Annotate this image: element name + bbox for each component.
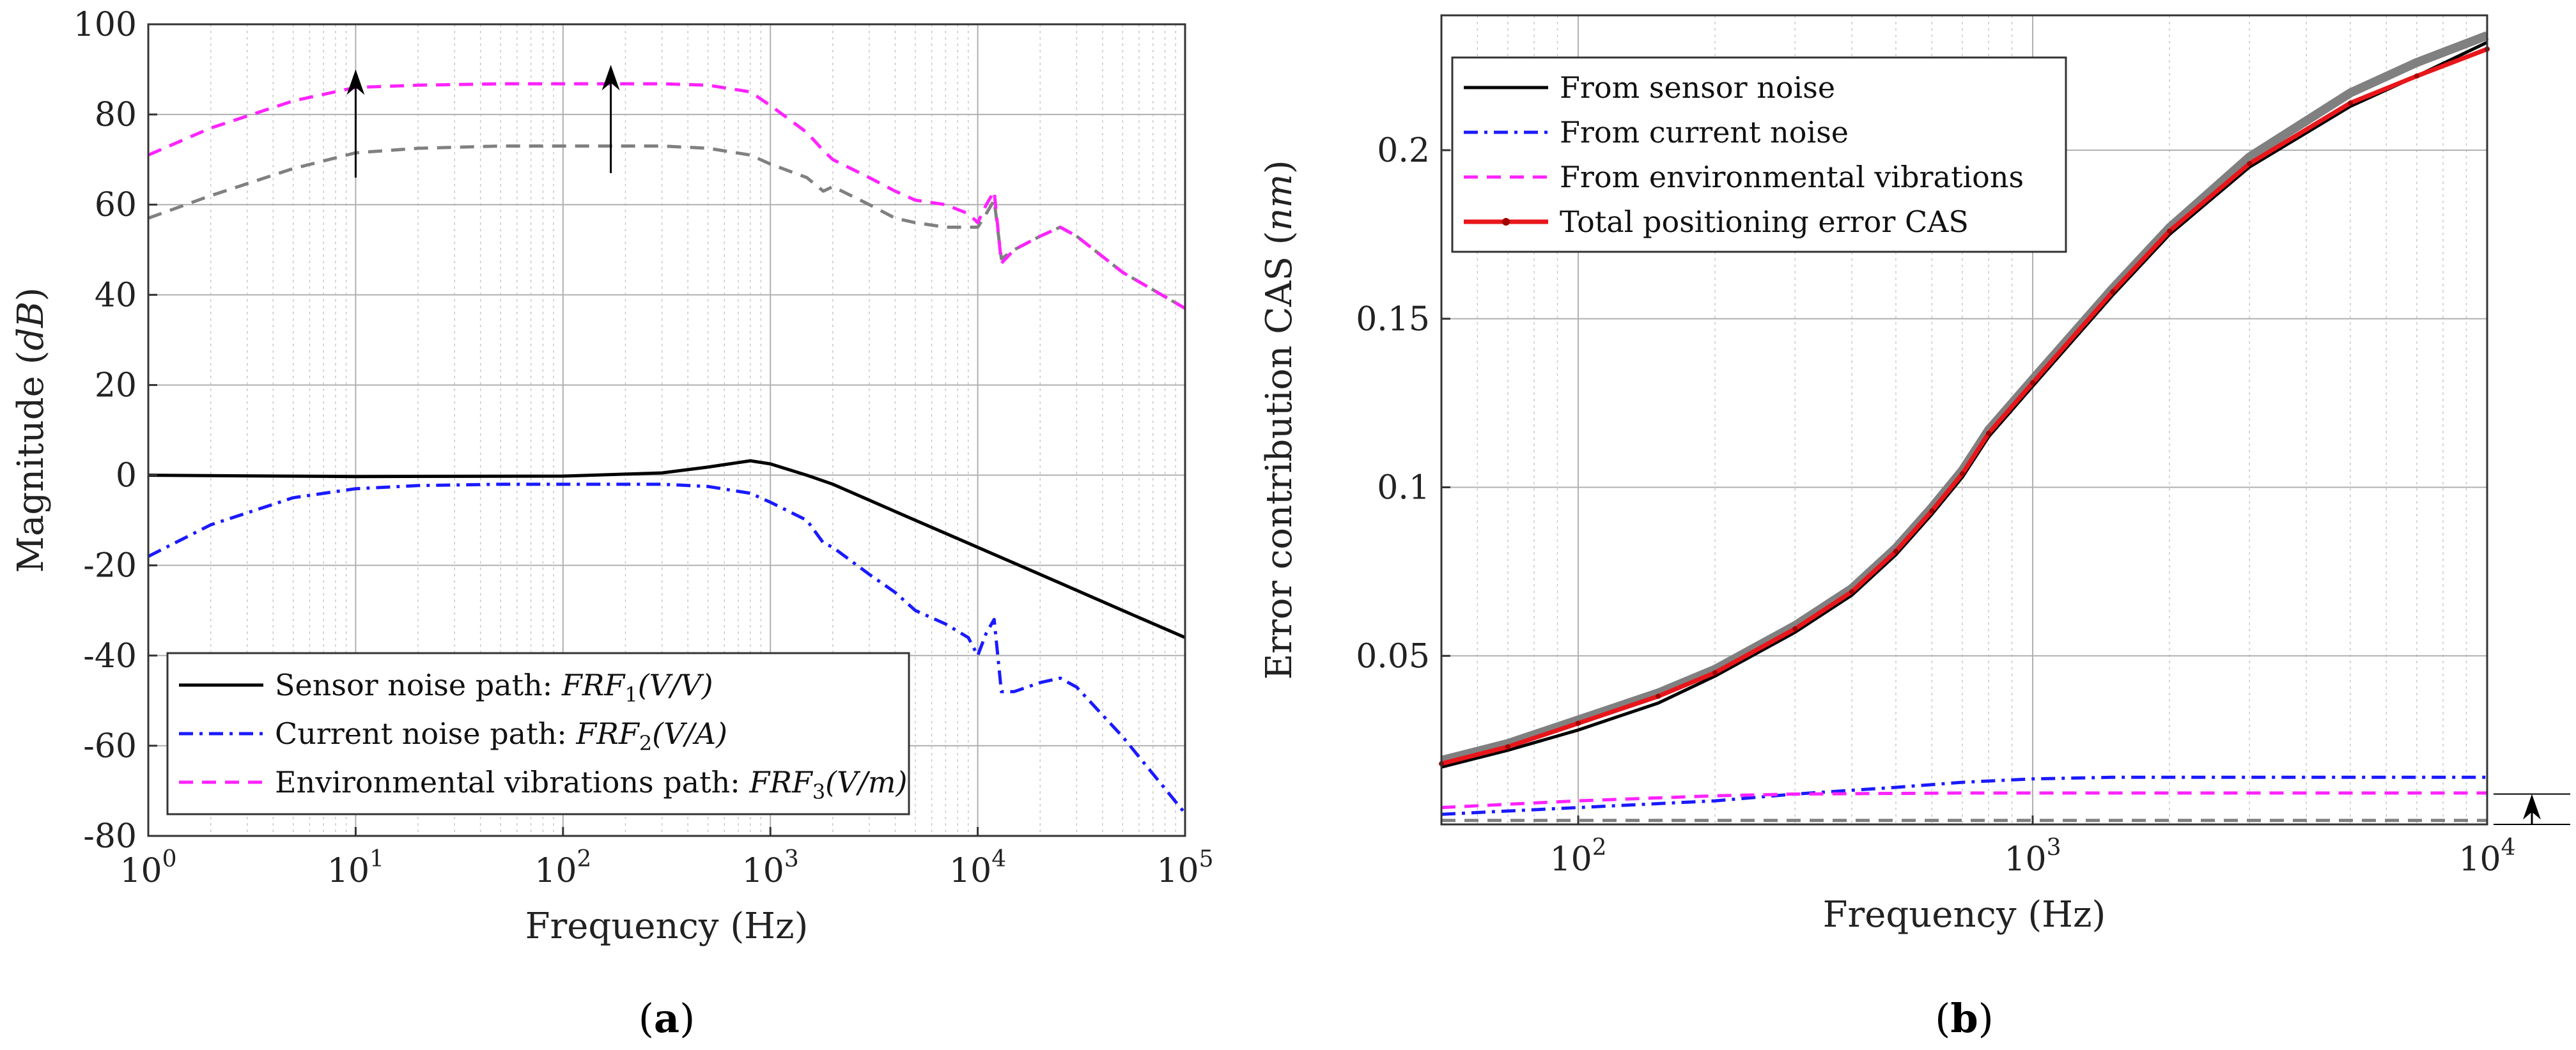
series-point xyxy=(2347,100,2353,106)
series-point xyxy=(1576,720,1581,726)
series-point xyxy=(1929,508,1935,514)
legend-box xyxy=(1451,56,2067,253)
x-tick-label: 103 xyxy=(742,846,799,890)
series-point xyxy=(1505,744,1510,750)
y-tick-label: 0.2 xyxy=(1377,132,1430,170)
legend-label: Total positioning error CAS xyxy=(1560,205,1969,239)
x-tick-label: 101 xyxy=(327,846,384,890)
y-tick-label: 0.05 xyxy=(1356,637,1430,676)
y-tick-label: -20 xyxy=(83,547,137,585)
legend: From sensor noise From current noise From … xyxy=(1451,56,2067,253)
y-tick-label: 20 xyxy=(95,366,137,405)
series-line xyxy=(148,82,1186,310)
grid xyxy=(1441,15,2487,824)
x-axis-label: Frequency (Hz) xyxy=(1823,894,2106,936)
series-line xyxy=(1441,775,2487,816)
y-tick-label: 100 xyxy=(74,6,137,44)
y-axis-label: Error contribution CAS (nm) xyxy=(1259,160,1300,679)
series-point xyxy=(1893,548,1898,554)
x-tick-label: 103 xyxy=(2004,835,2061,879)
axes-frame xyxy=(147,23,1186,837)
series-point xyxy=(2110,289,2116,295)
annotation-arrow-head xyxy=(601,65,620,91)
panel-b: 0.05 0.1 0.15 0.2 102 103 104 Frequency (Hz) Err… xyxy=(1259,14,2570,1042)
y-axis-label: Magnitude (dB) xyxy=(10,288,52,573)
x-axis-label: Frequency (Hz) xyxy=(525,906,809,947)
series-point xyxy=(1959,471,1965,477)
x-tick-label: 105 xyxy=(1156,846,1213,890)
x-tick-label: 102 xyxy=(534,846,591,890)
series-point xyxy=(2030,380,2036,385)
series-line xyxy=(148,459,1186,639)
y-tick-label: 0.15 xyxy=(1356,300,1430,339)
x-tick-label: 104 xyxy=(2458,835,2515,879)
y-tick-label: -80 xyxy=(83,817,137,856)
series-point xyxy=(2167,228,2173,234)
panel-a: -80 -60 -40 -20 0 20 40 60 80 100 100 101 102 103 104 1… xyxy=(10,6,1214,1042)
series-line xyxy=(1441,791,2487,810)
y-tick-label: 80 xyxy=(95,96,137,134)
x-tick-label: 104 xyxy=(949,846,1006,890)
y-tick-label: 0.1 xyxy=(1377,469,1430,507)
series-point xyxy=(1792,626,1798,632)
annotation-arrow-head xyxy=(346,69,365,95)
panel-caption: (b) xyxy=(1935,995,1994,1042)
series-line xyxy=(147,483,1186,815)
series-point xyxy=(1656,693,1661,699)
legend-swatch-marker xyxy=(1502,218,1510,226)
y-tick-label: -60 xyxy=(83,727,137,766)
series-point xyxy=(1986,431,1992,436)
legend-label: From environmental vibrations xyxy=(1560,160,2024,194)
series-point xyxy=(1849,589,1855,595)
legend-box xyxy=(166,652,910,815)
y-tick-label: 40 xyxy=(95,276,137,314)
series-line xyxy=(1441,47,2488,766)
axes-frame xyxy=(1440,14,2488,826)
x-tick-label: 100 xyxy=(120,846,176,890)
series-point xyxy=(1712,670,1718,676)
y-tick-label: 60 xyxy=(95,186,137,224)
legend: Sensor noise path: FRF1(V/V) Current nois… xyxy=(166,652,910,815)
annotation-arrow-head xyxy=(2523,794,2541,820)
legend-label: From sensor noise xyxy=(1560,70,1835,105)
legend-label: Environmental vibrations path: FRF3(V/m) xyxy=(275,765,907,804)
series-point xyxy=(2414,73,2419,79)
series-point xyxy=(2247,161,2253,167)
legend-label: From current noise xyxy=(1560,115,1849,150)
legend-label: Current noise path: FRF2(V/A) xyxy=(275,716,727,755)
y-tick-label: -40 xyxy=(83,637,137,676)
legend-label: Sensor noise path: FRF1(V/V) xyxy=(275,668,713,707)
panel-caption: (a) xyxy=(639,995,695,1042)
x-tick-label: 102 xyxy=(1549,835,1606,879)
y-tick-label: 0 xyxy=(116,457,137,495)
